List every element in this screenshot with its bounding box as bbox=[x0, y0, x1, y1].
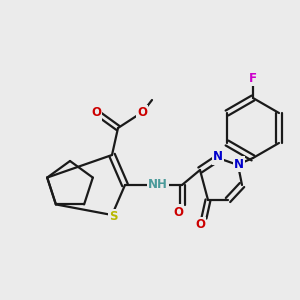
Text: O: O bbox=[173, 206, 183, 218]
Text: N: N bbox=[234, 158, 244, 170]
Text: S: S bbox=[109, 211, 117, 224]
Text: NH: NH bbox=[148, 178, 168, 191]
Text: O: O bbox=[137, 106, 147, 119]
Text: N: N bbox=[213, 151, 223, 164]
Text: F: F bbox=[249, 71, 257, 85]
Text: O: O bbox=[195, 218, 205, 232]
Text: O: O bbox=[91, 106, 101, 119]
